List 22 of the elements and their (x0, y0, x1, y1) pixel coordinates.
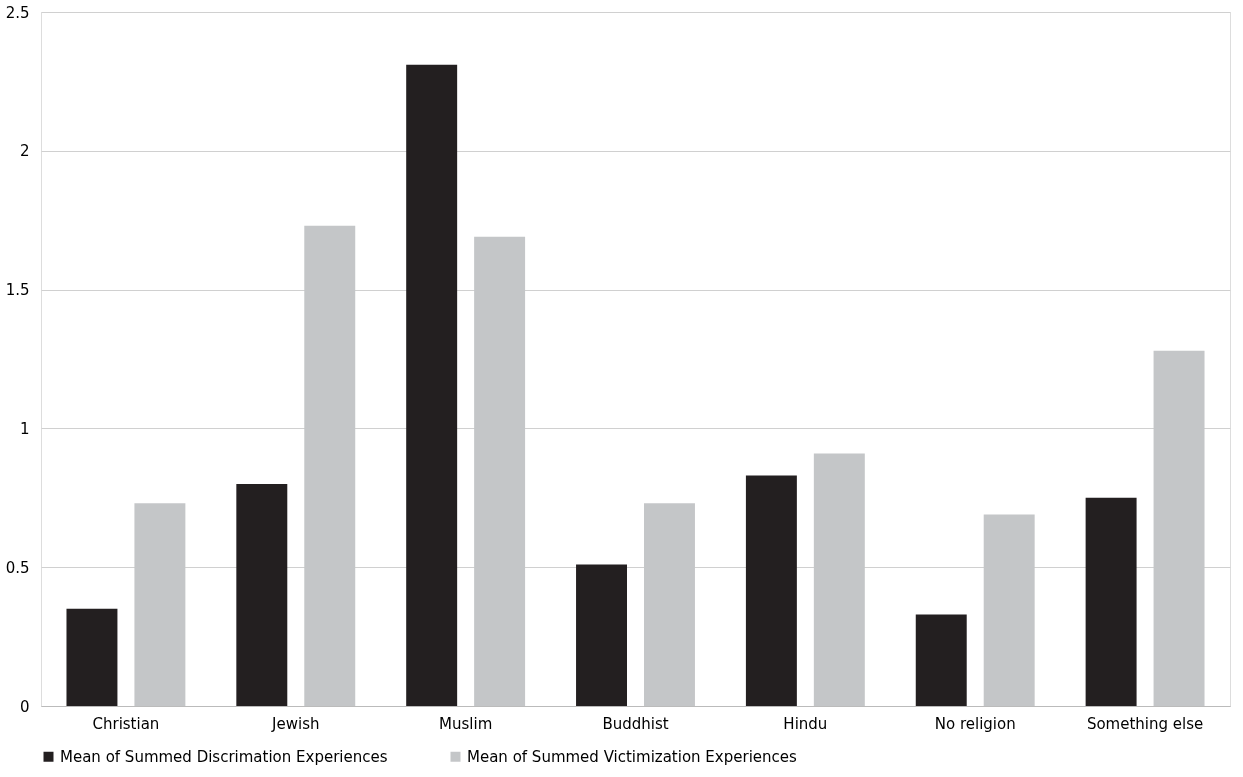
bar (406, 64, 458, 706)
legend-label: Mean of Summed Victimization Experiences (467, 747, 798, 766)
y-tick-label: 0.5 (5, 558, 30, 577)
bar (745, 475, 797, 706)
x-tick-label: Jewish (271, 714, 320, 733)
bar (915, 614, 967, 706)
x-tick-label: Muslim (439, 714, 493, 733)
y-tick-label: 2 (19, 142, 30, 161)
bar (576, 564, 628, 706)
bar (66, 608, 118, 706)
x-tick-label: No religion (934, 714, 1016, 733)
y-tick-label: 1 (19, 419, 30, 438)
x-tick-label: Something else (1086, 714, 1204, 733)
x-tick-label: Hindu (783, 714, 828, 733)
bar (1085, 497, 1137, 706)
x-tick-label: Christian (92, 714, 160, 733)
y-tick-label: 2.5 (5, 3, 30, 22)
y-tick-label: 1.5 (5, 281, 30, 300)
bar (236, 483, 288, 706)
y-tick-label: 0 (19, 697, 30, 716)
x-tick-label: Buddhist (602, 714, 669, 733)
legend-label: Mean of Summed Discrimation Experiences (60, 747, 388, 766)
